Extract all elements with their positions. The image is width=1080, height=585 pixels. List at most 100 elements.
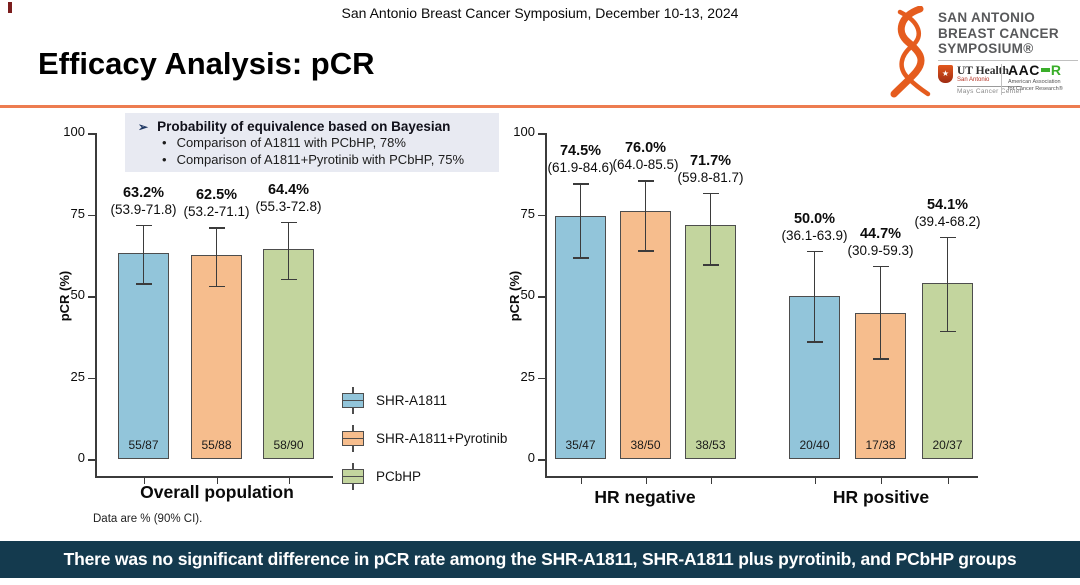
ci-value: (55.3-72.8) bbox=[255, 198, 322, 214]
pct-value: 54.1% bbox=[926, 196, 969, 213]
error-bar-cap-top bbox=[637, 180, 654, 182]
aacr-logo: AAC R American Association for Cancer Re… bbox=[1008, 63, 1063, 92]
sabcs-name-line2: BREAST CANCER bbox=[938, 25, 1059, 41]
aacr-abbr: AAC R bbox=[1008, 63, 1063, 77]
y-tick-mark bbox=[88, 377, 95, 379]
bar-value-label: 71.7% (59.8-81.7) bbox=[656, 153, 766, 186]
error-bar-cap-top bbox=[135, 224, 152, 227]
logo-divider bbox=[938, 60, 1078, 61]
bar-shr-a1811-pyrotinib bbox=[620, 211, 671, 459]
pct-value: 74.5% bbox=[559, 143, 602, 160]
y-tick-label: 0 bbox=[77, 450, 85, 465]
bar-fraction: 17/38 bbox=[865, 438, 896, 452]
error-bar-line bbox=[142, 224, 145, 284]
sabcs-name-line1: SAN ANTONIO bbox=[938, 10, 1036, 25]
aacr-green-dash bbox=[1040, 68, 1050, 72]
error-bar-cap-top bbox=[572, 183, 589, 185]
y-axis-label-left: pCR (%) bbox=[57, 270, 72, 322]
error-bar-cap-bottom bbox=[280, 278, 297, 281]
x-axis-label-overall-population: Overall population bbox=[140, 482, 294, 502]
sabcs-logo-name: SAN ANTONIO BREAST CANCER SYMPOSIUM® bbox=[938, 10, 1059, 57]
info-bullet-2-text: Comparison of A1811+Pyrotinib with PCbHP… bbox=[176, 152, 465, 167]
legend-item-shr-a1811: SHR-A1811 bbox=[342, 387, 507, 414]
bar-value-label: 44.7% (30.9-59.3) bbox=[826, 226, 936, 259]
y-tick-mark bbox=[88, 214, 95, 216]
ci-value: (53.9-71.8) bbox=[110, 201, 177, 217]
y-tick-label: 75 bbox=[70, 205, 85, 221]
bar-value-label: 62.5% (53.2-71.1) bbox=[162, 187, 272, 220]
y-tick-label: 25 bbox=[520, 368, 535, 384]
error-bar-cap-bottom bbox=[939, 330, 956, 333]
error-bar-line bbox=[644, 180, 647, 251]
y-tick-mark bbox=[538, 459, 545, 461]
y-tick-mark bbox=[538, 377, 545, 379]
y-tick-mark bbox=[538, 296, 545, 298]
pct-value: 62.5% bbox=[195, 187, 238, 204]
info-bullet-2: • Comparison of A1811+Pyrotinib with PCbH… bbox=[162, 151, 499, 168]
title-divider bbox=[0, 105, 1080, 108]
bar-fraction: 38/50 bbox=[630, 438, 661, 452]
ut-shield-icon: ★ bbox=[938, 65, 953, 83]
legend-swatch-shr-a1811-icon bbox=[342, 387, 364, 414]
ci-value: (30.9-59.3) bbox=[847, 242, 914, 258]
y-tick-label: 0 bbox=[527, 450, 535, 465]
pct-value: 63.2% bbox=[122, 184, 165, 201]
y-axis-line bbox=[545, 133, 547, 476]
error-bar-cap-bottom bbox=[208, 285, 225, 288]
y-tick-label: 50 bbox=[520, 287, 535, 302]
legend: SHR-A1811 SHR-A1811+Pyrotinib PCbHP bbox=[342, 387, 507, 490]
y-tick-label: 25 bbox=[70, 368, 85, 384]
error-bar-cap-bottom bbox=[702, 264, 719, 266]
y-axis-line bbox=[95, 133, 97, 476]
bar-shr-a1811-pyrotinib bbox=[191, 255, 242, 459]
info-bullet-1: • Comparison of A1811 with PCbHP, 78% bbox=[162, 134, 499, 151]
legend-box bbox=[342, 393, 364, 408]
error-bar-line bbox=[287, 221, 290, 279]
error-bar-cap-top bbox=[208, 227, 225, 229]
bar-shr-a1811 bbox=[118, 252, 169, 459]
aacr-tagline-line2: for Cancer Research® bbox=[1008, 85, 1063, 92]
ut-health-logo: ★ UT Health San Antonio Mays Cancer Cent… bbox=[938, 65, 1023, 95]
legend-label: PCbHP bbox=[376, 469, 422, 484]
ut-health-name: UT Health bbox=[957, 65, 1009, 77]
error-bar-cap-bottom bbox=[872, 358, 889, 360]
dot-bullet-icon: • bbox=[162, 135, 167, 150]
footnote: Data are % (90% CI). bbox=[93, 513, 203, 525]
ut-health-city: San Antonio bbox=[957, 77, 990, 83]
x-tick-mark bbox=[143, 477, 145, 484]
corner-mark bbox=[8, 2, 12, 13]
error-bar-cap-bottom bbox=[572, 257, 589, 259]
info-bullet-1-text: Comparison of A1811 with PCbHP, 78% bbox=[176, 135, 406, 150]
bar-value-label: 50.0% (36.1-63.9) bbox=[760, 211, 870, 244]
bar-fraction: 20/37 bbox=[932, 438, 963, 452]
error-bar-cap-top bbox=[806, 250, 823, 253]
bar-fraction: 20/40 bbox=[799, 438, 830, 452]
legend-midline bbox=[343, 476, 363, 478]
legend-box bbox=[342, 469, 364, 484]
error-bar-cap-bottom bbox=[806, 341, 823, 343]
legend-midline bbox=[343, 438, 363, 440]
x-tick-mark bbox=[710, 477, 712, 484]
x-tick-mark bbox=[216, 477, 218, 484]
group-label-hr-positive: HR positive bbox=[832, 487, 930, 507]
y-tick-mark bbox=[88, 296, 95, 298]
logo-vertical-divider bbox=[1001, 64, 1002, 95]
error-bar-line bbox=[215, 227, 218, 286]
legend-box bbox=[342, 431, 364, 446]
aacr-abbr-green: R bbox=[1050, 62, 1062, 78]
arrow-bullet-icon: ➢ bbox=[138, 120, 149, 134]
error-bar-cap-top bbox=[280, 221, 297, 224]
bar-value-label: 54.1% (39.4-68.2) bbox=[893, 197, 1003, 230]
error-bar-cap-bottom bbox=[637, 250, 654, 252]
ci-value: (59.8-81.7) bbox=[677, 169, 744, 185]
x-tick-mark bbox=[947, 477, 949, 484]
bar-fraction: 58/90 bbox=[273, 438, 304, 452]
error-bar-cap-top bbox=[939, 236, 956, 239]
bar-fraction: 35/47 bbox=[565, 438, 596, 452]
x-tick-mark bbox=[580, 477, 582, 484]
error-bar-line bbox=[879, 265, 882, 359]
y-tick-mark bbox=[88, 133, 95, 135]
ut-health-text: UT Health San Antonio Mays Cancer Center bbox=[957, 65, 1023, 95]
y-tick-label: 50 bbox=[70, 287, 85, 302]
